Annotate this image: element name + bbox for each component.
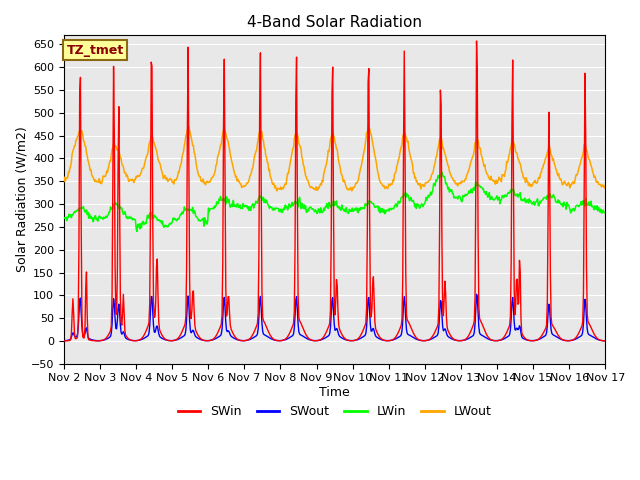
Text: TZ_tmet: TZ_tmet (67, 44, 124, 57)
Legend: SWin, SWout, LWin, LWout: SWin, SWout, LWin, LWout (173, 400, 497, 423)
Title: 4-Band Solar Radiation: 4-Band Solar Radiation (247, 15, 422, 30)
Y-axis label: Solar Radiation (W/m2): Solar Radiation (W/m2) (15, 127, 28, 273)
X-axis label: Time: Time (319, 386, 350, 399)
